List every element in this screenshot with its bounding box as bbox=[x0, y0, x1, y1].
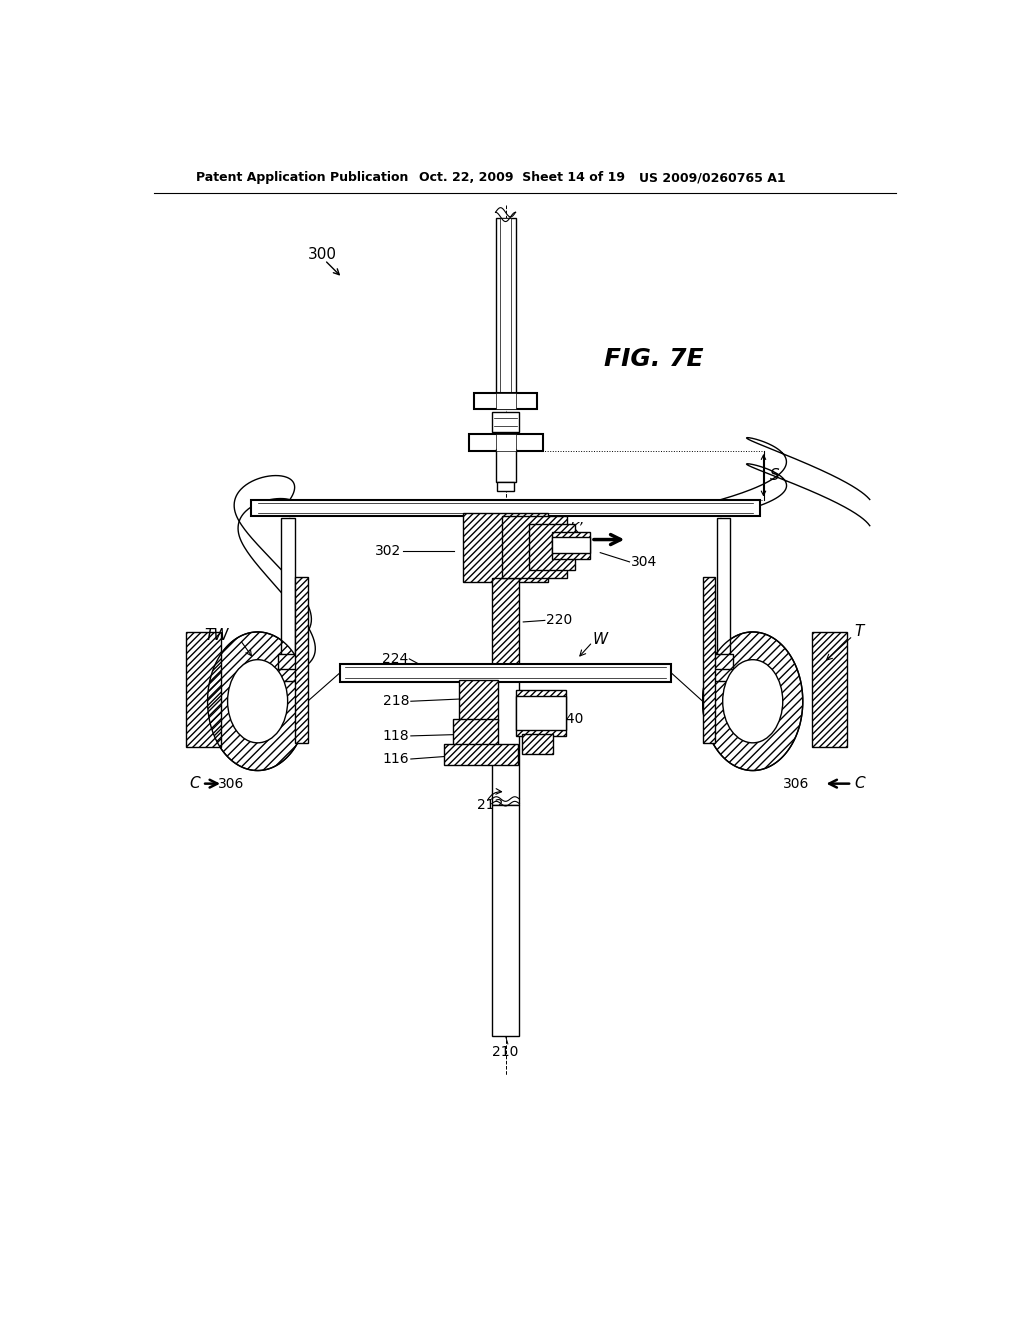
Bar bbox=[496, 449, 515, 482]
Polygon shape bbox=[208, 632, 307, 771]
Text: 118: 118 bbox=[383, 729, 410, 743]
Bar bbox=[454, 719, 498, 744]
Text: 220: 220 bbox=[547, 614, 572, 627]
Bar bbox=[712, 669, 735, 681]
Text: 224: 224 bbox=[382, 652, 408, 665]
Bar bbox=[463, 512, 548, 582]
Bar bbox=[278, 653, 298, 671]
Bar bbox=[497, 482, 514, 491]
Bar bbox=[516, 689, 566, 737]
Text: 116: 116 bbox=[383, 752, 410, 766]
Bar bbox=[444, 743, 518, 766]
Text: 300: 300 bbox=[307, 247, 337, 263]
Text: 218: 218 bbox=[383, 694, 410, 709]
Text: S: S bbox=[770, 469, 779, 483]
Text: 302: 302 bbox=[376, 544, 401, 558]
Text: Patent Application Publication: Patent Application Publication bbox=[196, 172, 409, 185]
Bar bbox=[502, 516, 567, 578]
Text: TW: TW bbox=[205, 628, 229, 643]
Bar bbox=[340, 664, 671, 682]
Bar bbox=[522, 734, 553, 755]
Bar bbox=[252, 499, 760, 516]
Bar bbox=[469, 434, 543, 451]
Bar bbox=[552, 537, 590, 553]
Polygon shape bbox=[702, 632, 803, 771]
Bar bbox=[702, 577, 715, 743]
Text: K’: K’ bbox=[569, 521, 583, 535]
Text: US 2009/0260765 A1: US 2009/0260765 A1 bbox=[639, 172, 785, 185]
Bar bbox=[496, 393, 515, 409]
Text: C: C bbox=[854, 776, 865, 791]
Text: 212: 212 bbox=[477, 799, 504, 812]
Text: 210: 210 bbox=[493, 1045, 519, 1060]
Bar bbox=[492, 805, 519, 1036]
Text: 306: 306 bbox=[783, 776, 810, 791]
Bar bbox=[496, 434, 515, 451]
Text: Oct. 22, 2009  Sheet 14 of 19: Oct. 22, 2009 Sheet 14 of 19 bbox=[419, 172, 626, 185]
Bar bbox=[552, 532, 590, 558]
Text: T: T bbox=[854, 624, 863, 639]
Bar bbox=[500, 218, 511, 405]
Bar bbox=[492, 412, 519, 432]
Text: 304: 304 bbox=[631, 554, 657, 569]
Bar bbox=[474, 393, 538, 409]
Bar bbox=[492, 665, 519, 805]
Bar bbox=[492, 578, 519, 667]
Bar bbox=[516, 696, 566, 730]
Bar bbox=[812, 632, 848, 747]
Text: C: C bbox=[189, 776, 200, 791]
Bar bbox=[186, 632, 221, 747]
Text: FIG. 7E: FIG. 7E bbox=[604, 347, 703, 371]
Bar bbox=[281, 517, 295, 655]
Text: W: W bbox=[593, 632, 607, 647]
Bar bbox=[528, 524, 574, 570]
Ellipse shape bbox=[227, 660, 288, 743]
Bar bbox=[714, 653, 733, 671]
Text: 140: 140 bbox=[558, 711, 585, 726]
Text: 306: 306 bbox=[217, 776, 244, 791]
Bar bbox=[460, 681, 498, 721]
Bar bbox=[717, 517, 730, 655]
Bar bbox=[496, 218, 515, 405]
Bar bbox=[295, 577, 307, 743]
Ellipse shape bbox=[723, 660, 782, 743]
Bar bbox=[276, 669, 299, 681]
